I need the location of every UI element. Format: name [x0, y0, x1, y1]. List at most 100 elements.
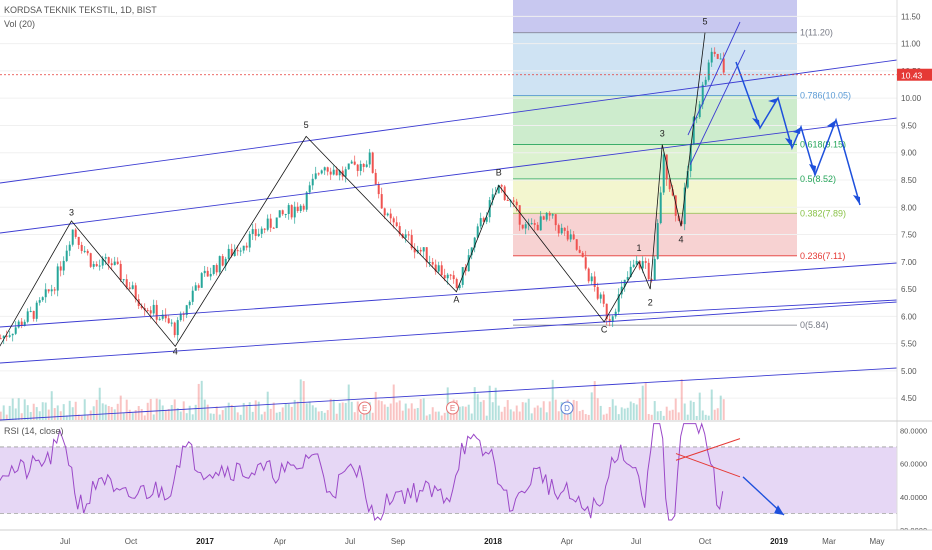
volume-bar [497, 405, 500, 420]
volume-bar [365, 410, 368, 420]
candle [296, 206, 299, 211]
candle [617, 294, 620, 312]
volume-bar [317, 411, 320, 420]
candle [362, 163, 365, 167]
candle [419, 249, 422, 252]
candle [197, 285, 200, 288]
candle [368, 152, 371, 165]
fib-label: 0.236(7.11) [800, 251, 845, 261]
volume-bar [653, 401, 656, 420]
volume-bar [89, 410, 92, 420]
volume-bar [713, 409, 716, 420]
volume-bar [17, 398, 20, 420]
candle [548, 212, 551, 216]
volume-bar [377, 400, 380, 420]
volume-bar [572, 399, 575, 420]
volume-bar [32, 403, 35, 420]
candle [134, 285, 137, 300]
volume-bar [596, 398, 599, 420]
candle [692, 117, 695, 145]
chart-title: KORDSA TEKNIK TEKSTIL, 1D, BIST [4, 5, 157, 15]
volume-bar [689, 400, 692, 420]
volume-bar [26, 405, 29, 420]
candle [593, 276, 596, 288]
arrow-head [853, 195, 860, 205]
volume-bar [599, 405, 602, 420]
candle [695, 117, 698, 119]
candle [722, 58, 725, 73]
rsi-tick-label: 60.0000 [900, 460, 927, 469]
candle [125, 279, 128, 288]
volume-bar [479, 401, 482, 420]
candle [275, 217, 278, 229]
channel-line [0, 367, 898, 421]
volume-bar [149, 398, 152, 420]
candle [485, 217, 488, 222]
volume-bar [206, 404, 209, 420]
candle [128, 287, 131, 289]
arrow-head [768, 98, 778, 103]
volume-bar [440, 415, 443, 420]
y-tick-label: 10.00 [901, 94, 922, 103]
volume-bar [524, 402, 527, 420]
candle [80, 244, 83, 251]
candle [236, 250, 239, 252]
candle [149, 310, 152, 314]
volume-bar [608, 407, 611, 420]
volume-bar [116, 403, 119, 420]
x-tick-label: May [869, 537, 884, 546]
volume-bar [104, 404, 107, 420]
volume-bar [134, 410, 137, 420]
volume-bar [107, 406, 110, 420]
arrow-head [793, 127, 801, 134]
candle [479, 218, 482, 227]
volume-bar [176, 408, 179, 420]
volume-bar [2, 405, 5, 420]
rsi-label: RSI (14, close) [4, 426, 64, 436]
volume-bar [98, 387, 101, 420]
candle [536, 224, 539, 231]
x-tick-label: Apr [561, 537, 574, 546]
current-price-value: 10.43 [901, 71, 923, 81]
candle [113, 261, 116, 266]
candle [17, 321, 20, 328]
candle [173, 322, 176, 336]
candle [686, 171, 689, 188]
candle [377, 184, 380, 195]
candle [119, 263, 122, 280]
candle [431, 262, 434, 265]
x-tick-label: Mar [822, 537, 836, 546]
fib-label: 0(5.84) [800, 320, 829, 330]
volume-bar [617, 414, 620, 420]
candle [497, 185, 500, 194]
candle [359, 163, 362, 171]
candle [614, 311, 617, 317]
volume-bar [476, 394, 479, 420]
candle [278, 210, 281, 218]
volume-bar [380, 401, 383, 420]
x-tick-label: Oct [699, 537, 712, 546]
y-tick-label: 8.00 [901, 203, 917, 212]
volume-bar [677, 412, 680, 420]
candle [671, 189, 674, 196]
candle [500, 185, 503, 187]
candle [446, 274, 449, 279]
channel-line [512, 299, 898, 321]
candle [233, 250, 236, 257]
volume-bar [464, 406, 467, 420]
candle [512, 200, 515, 202]
candle [404, 234, 407, 238]
candle [74, 229, 77, 237]
volume-bar [587, 414, 590, 420]
event-marker [358, 401, 372, 415]
candle [44, 289, 47, 298]
volume-bar [269, 408, 272, 420]
channel-line [0, 301, 898, 364]
candle [8, 335, 11, 337]
volume-bar [128, 409, 131, 420]
candle [530, 223, 533, 225]
volume-bar [119, 395, 122, 420]
candle [542, 216, 545, 220]
volume-bar [158, 399, 161, 420]
